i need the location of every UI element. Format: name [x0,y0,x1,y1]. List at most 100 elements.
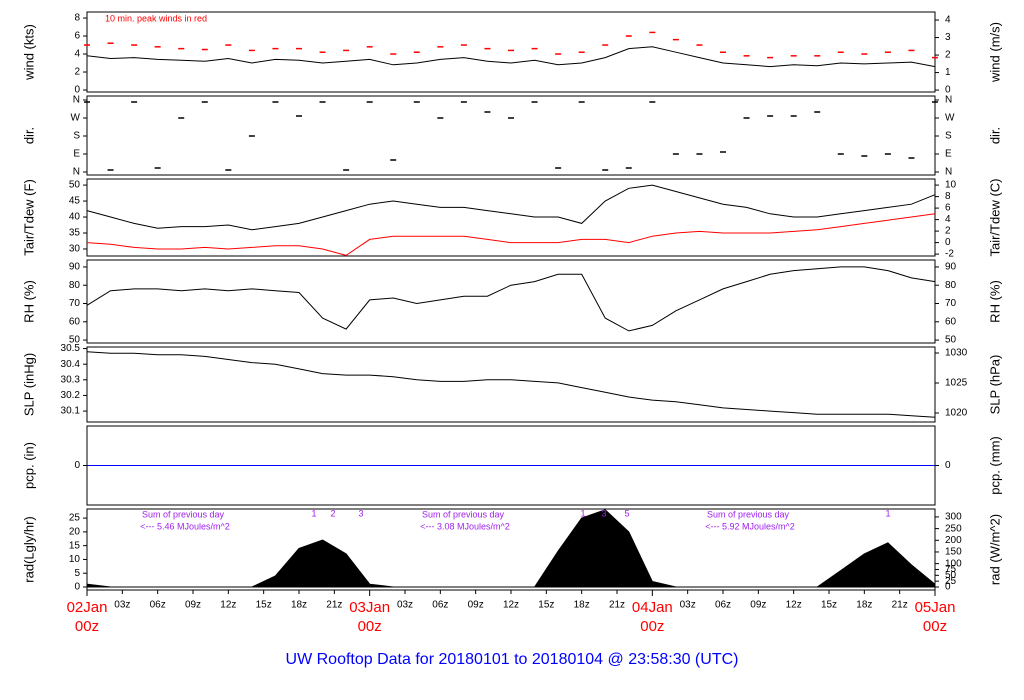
y-tick-label: 50 [69,335,81,346]
y2-tick-label: 60 [945,316,957,327]
y-tick-label: 70 [69,298,81,309]
panel-frame [86,95,936,176]
y-tick-label: 30 [69,244,81,255]
y-tick-label: 30.2 [61,390,81,401]
y-tick-label: 45 [69,196,81,207]
y2-tick-label: 6 [945,203,951,214]
y-tick-label: 35 [69,228,81,239]
series-line [86,184,936,231]
y2-tick-label: 4 [945,15,951,26]
x-tick-label: 03z [114,600,130,611]
series-line [86,351,936,418]
series-area [86,509,936,588]
y2-tick-label: 0 [945,237,951,248]
chart-title: UW Rooftop Data for 20180101 to 20180104… [286,651,739,668]
x-tick-label: 06z [150,600,166,611]
y2-tick-label: 1 [945,67,951,78]
y-tick-label: 25 [69,513,81,524]
panel-frame [86,259,936,344]
series-line [86,266,936,332]
x-tick-label: 06z [715,600,731,611]
y-axis-label: RH (%) [21,280,36,323]
x-tick-label: 12z [220,600,236,611]
y-tick-label: 2 [74,67,80,78]
y2-tick-label: -2 [945,249,954,260]
day-hour-label: 00z [923,618,947,635]
y2-tick-label: 4 [945,214,951,225]
y-tick-label: 30.5 [61,343,81,354]
y-axis-label: rad(Lgly/hr) [21,516,36,582]
y-axis-label: dir. [21,127,36,144]
y2-tick-label: 0 [945,582,951,593]
x-tick-label: 18z [291,600,307,611]
y2-axis-label: dir. [987,127,1002,144]
y-tick-label: 40 [69,212,81,223]
hour-mark: 3 [358,508,363,518]
y2-tick-label: 150 [945,547,962,558]
y-tick-label: 8 [74,13,80,24]
y2-axis-label: wind (m/s) [987,22,1002,83]
x-tick-label: 18z [574,600,590,611]
y2-tick-label: 2 [945,50,951,61]
y2-axis-label: pcp. (mm) [987,436,1002,495]
annotation: <--- 3.08 MJoules/m^2 [420,521,510,531]
y-tick-label: 0 [74,85,80,96]
y-tick-label: N [73,95,80,106]
y2-tick-label: 1025 [945,378,968,389]
y2-tick-label: S [945,131,952,142]
y-tick-label: W [71,113,81,124]
x-tick-label: 21z [609,600,625,611]
annotation: Sum of previous day [142,509,225,519]
y-axis-label: wind (kts) [21,24,36,81]
y2-tick-label: 80 [945,280,957,291]
x-tick-label: 15z [538,600,554,611]
x-tick-label: 03z [397,600,413,611]
annotation: Sum of previous day [707,509,790,519]
series-line [86,46,936,68]
y-axis-label: SLP (inHg) [21,353,36,416]
y2-tick-label: 75 [945,564,957,575]
hour-mark: 5 [624,508,629,518]
y2-tick-label: 2 [945,226,951,237]
y2-tick-label: N [945,167,952,178]
day-label: 03Jan [349,599,390,616]
y2-tick-label: 50 [945,335,957,346]
y-tick-label: 0 [74,460,80,471]
day-hour-label: 00z [640,618,664,635]
y2-tick-label: 1030 [945,348,968,359]
y2-tick-label: 90 [945,262,957,273]
y2-tick-label: 100 [945,558,962,569]
hour-mark: 1 [580,508,585,518]
y-tick-label: 60 [69,316,81,327]
annotation: <--- 5.46 MJoules/m^2 [140,521,230,531]
day-hour-label: 00z [75,618,99,635]
y2-tick-label: 1020 [945,408,968,419]
y2-tick-label: N [945,95,952,106]
y-tick-label: 20 [69,527,81,538]
y-tick-label: E [73,149,80,160]
y-tick-label: 15 [69,540,81,551]
y-tick-label: 30.4 [61,359,81,370]
y-tick-label: 30.1 [61,406,81,417]
annotation: <--- 5.92 MJoules/m^2 [705,521,795,531]
hour-mark: 2 [330,508,335,518]
y-tick-label: S [73,131,80,142]
y2-tick-label: 10 [945,180,957,191]
x-tick-label: 12z [503,600,519,611]
annotation: 10 min. peak winds in red [105,13,207,23]
x-tick-label: 15z [256,600,272,611]
y-tick-label: N [73,167,80,178]
x-tick-label: 09z [185,600,201,611]
x-tick-label: 03z [680,600,696,611]
y2-tick-label: E [945,149,952,160]
y-axis-label: Tair/Tdew (F) [21,179,36,256]
y2-tick-label: 25 [945,576,957,587]
y-tick-label: 30.3 [61,374,81,385]
y2-tick-label: 70 [945,298,957,309]
x-tick-label: 21z [326,600,342,611]
series-line [86,213,936,256]
y2-axis-label: Tair/Tdew (C) [987,178,1002,256]
y2-tick-label: 50 [945,570,957,581]
